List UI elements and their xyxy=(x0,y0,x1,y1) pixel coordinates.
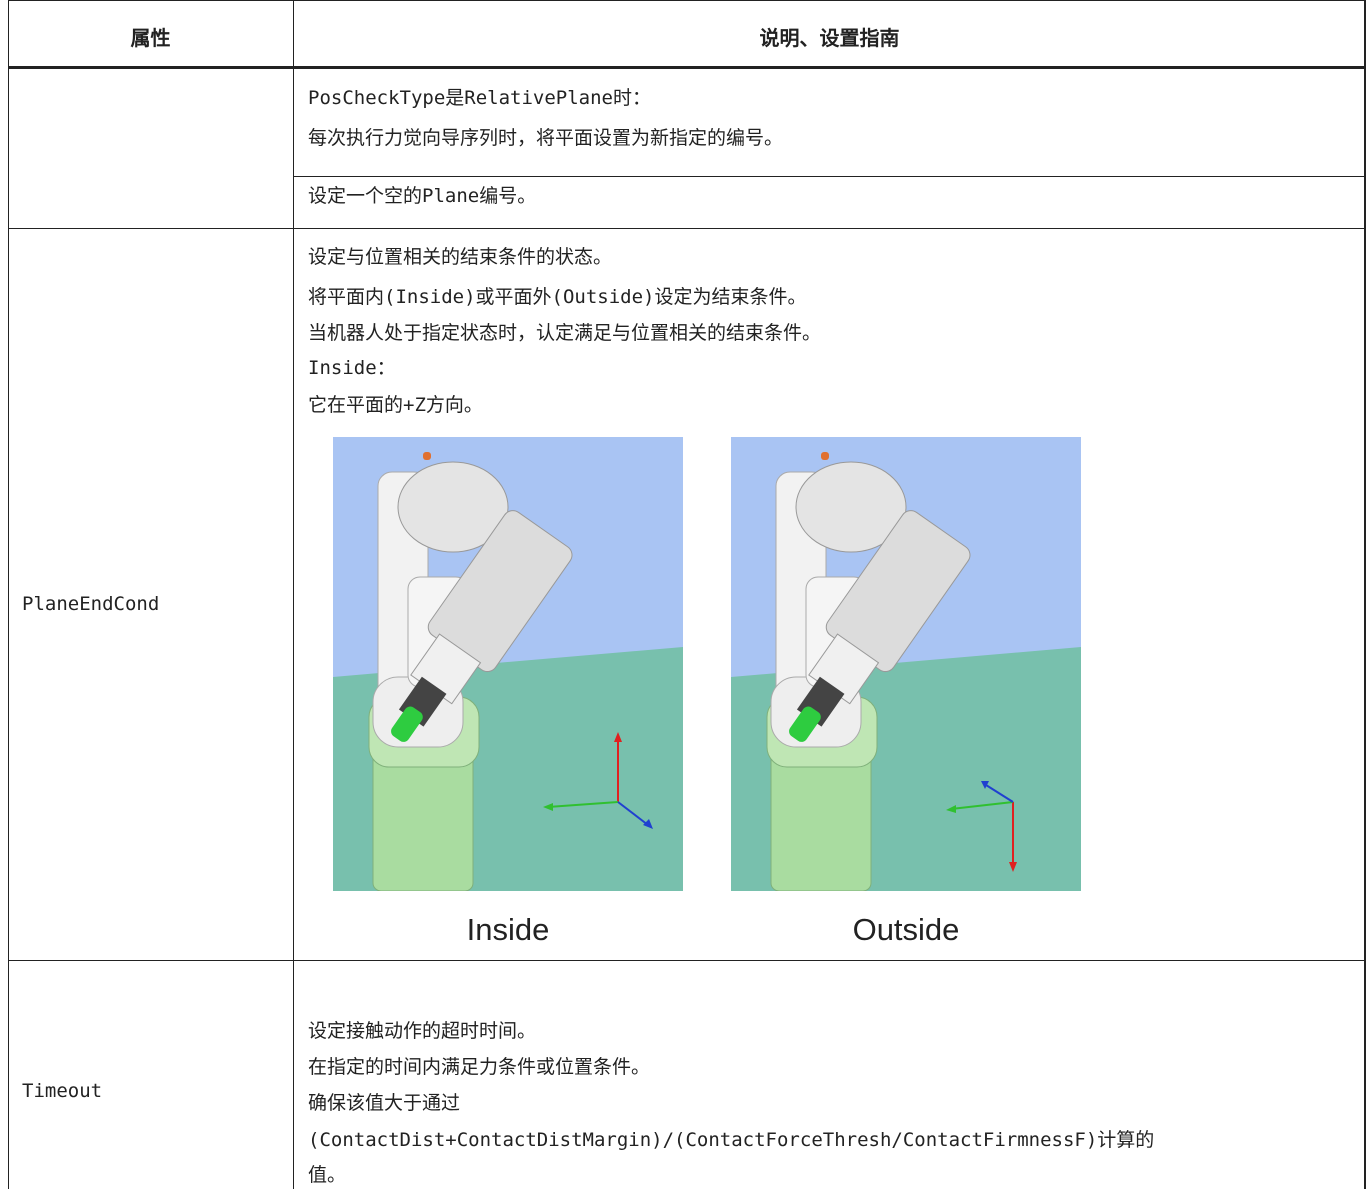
cell-text: 值。 xyxy=(308,1164,347,1186)
border xyxy=(8,0,9,1189)
cell-text: 确保该值大于通过 xyxy=(308,1092,461,1114)
figure-caption: Outside xyxy=(852,912,960,947)
border xyxy=(293,176,1366,177)
header-cell: 说明、设置指南 xyxy=(759,26,900,50)
cell-text: Inside： xyxy=(308,357,396,379)
cell-text: 将平面内(Inside)或平面外(Outside)设定为结束条件。 xyxy=(308,286,807,308)
border xyxy=(8,228,1366,229)
cell-text: PosCheckType是RelativePlane时： xyxy=(308,87,651,109)
cell-text: 设定接触动作的超时时间。 xyxy=(308,1020,537,1042)
property: Timeout xyxy=(22,1080,103,1102)
cell-text: 在指定的时间内满足力条件或位置条件。 xyxy=(308,1056,651,1078)
border xyxy=(1364,0,1366,1189)
cell-text: (ContactDist+ContactDistMargin)/(Contact… xyxy=(308,1129,1155,1151)
cell-text: 设定一个空的Plane编号。 xyxy=(308,185,537,207)
border xyxy=(293,0,294,1189)
property: PlaneEndCond xyxy=(22,593,160,615)
border xyxy=(8,66,1366,69)
cell-text: 设定与位置相关的结束条件的状态。 xyxy=(308,246,613,268)
cell-text: 当机器人处于指定状态时，认定满足与位置相关的结束条件。 xyxy=(308,322,822,344)
figure-caption: Inside xyxy=(466,912,550,947)
header-cell: 属性 xyxy=(130,26,171,50)
cell-text: 它在平面的+Z方向。 xyxy=(308,394,483,416)
figure xyxy=(333,437,1081,891)
border xyxy=(8,960,1366,961)
border xyxy=(8,0,1366,1)
cell-text: 每次执行力觉向导序列时，将平面设置为新指定的编号。 xyxy=(308,127,784,149)
